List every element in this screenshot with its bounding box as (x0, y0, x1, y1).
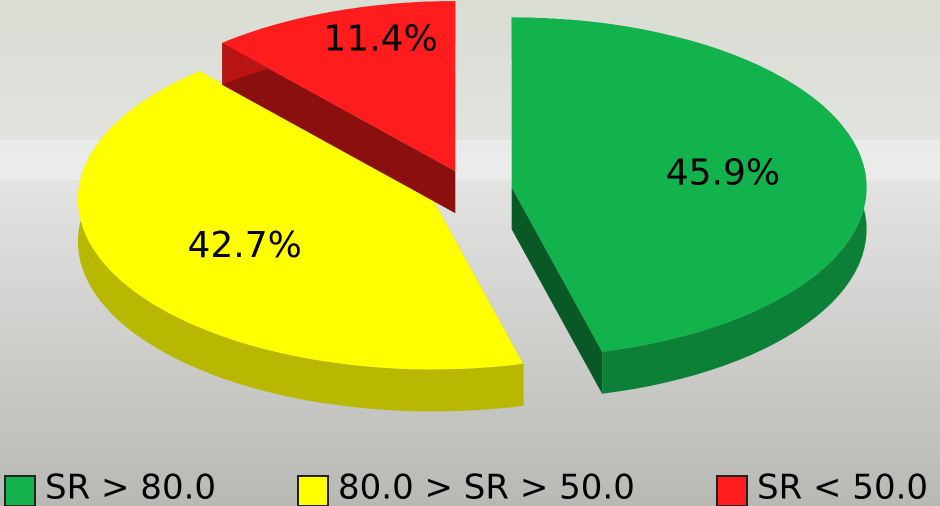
data-label: 42.7% (187, 225, 301, 266)
chart: 45.9% 42.7% 11.4% SR > 80.0 80.0 > SR > 50.0… (0, 0, 940, 506)
legend-label: SR > 80.0 (45, 468, 216, 506)
data-label: 11.4% (323, 19, 437, 60)
legend-label: SR < 50.0 (757, 468, 928, 506)
page: 45.9% 42.7% 11.4% SR > 80.0 80.0 > SR > 50.0… (0, 0, 940, 506)
legend-label: 80.0 > SR > 50.0 (338, 468, 635, 506)
legend-swatch (717, 476, 747, 506)
legend-swatch (298, 476, 328, 506)
legend-swatch (5, 476, 35, 506)
data-label: 45.9% (666, 152, 780, 193)
